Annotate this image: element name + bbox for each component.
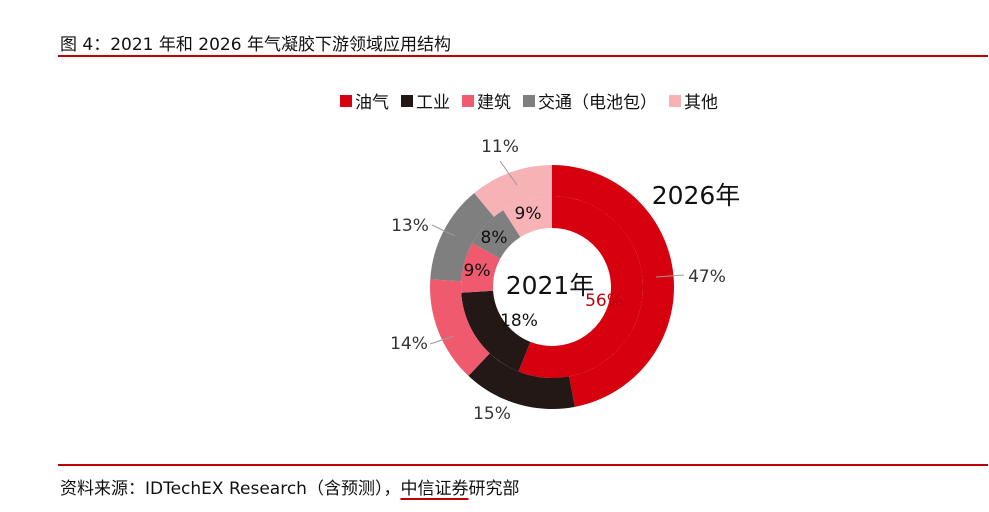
data-label-inner-industry: 18% xyxy=(500,311,538,331)
slice-outer-industry xyxy=(468,353,575,410)
inner-ring-label: 2021年 xyxy=(506,271,595,300)
legend-item-construction: 建筑 xyxy=(462,88,511,113)
legend-label-transport: 交通（电池包） xyxy=(538,93,657,113)
slice-inner-oil-gas xyxy=(518,196,644,378)
slice-outer-transport xyxy=(430,192,494,282)
data-label-outer-industry: 15% xyxy=(473,404,511,424)
legend-item-industry: 工业 xyxy=(401,88,450,113)
leader-line-oil-gas xyxy=(655,274,685,278)
legend-label-oil-gas: 油气 xyxy=(355,93,389,113)
outer-ring-label: 2026年 xyxy=(652,181,741,210)
slice-inner-transport xyxy=(472,210,521,259)
legend-swatch-other xyxy=(669,94,681,107)
figure-title: 图 4：2021 年和 2026 年气凝胶下游领域应用结构 xyxy=(60,35,451,55)
data-label-inner-transport: 8% xyxy=(481,228,508,248)
legend-swatch-transport xyxy=(523,94,535,107)
legend-swatch-oil-gas xyxy=(340,94,352,107)
source-note: 资料来源：IDTechEX Research（含预测），中信证券研究部 xyxy=(60,474,519,499)
chart-legend: 油气 工业 建筑 交通（电池包） 其他 xyxy=(340,88,730,113)
data-label-outer-transport: 13% xyxy=(391,216,429,236)
legend-label-other: 其他 xyxy=(684,93,718,113)
source-brand: 中信证券 xyxy=(400,479,469,499)
data-label-outer-oil-gas: 47% xyxy=(688,267,726,287)
slice-inner-industry xyxy=(461,290,531,372)
source-prefix: 资料来源：IDTechEX Research（含预测）， xyxy=(60,479,401,499)
legend-swatch-construction xyxy=(462,94,474,107)
source-divider xyxy=(58,464,988,466)
leader-line-other xyxy=(499,160,518,186)
data-label-inner-construction: 9% xyxy=(464,261,491,281)
source-suffix: 研究部 xyxy=(468,479,520,499)
slice-inner-construction xyxy=(460,243,501,293)
data-label-inner-oil-gas: 56% xyxy=(585,291,623,311)
slice-outer-oil-gas xyxy=(552,165,674,407)
legend-swatch-industry xyxy=(401,94,413,107)
legend-item-oil-gas: 油气 xyxy=(340,88,389,113)
legend-label-construction: 建筑 xyxy=(477,93,511,113)
data-label-inner-other: 9% xyxy=(515,204,542,224)
data-label-outer-other: 11% xyxy=(481,137,519,157)
leader-line-construction xyxy=(429,335,455,345)
legend-item-other: 其他 xyxy=(669,88,718,113)
slice-outer-construction xyxy=(430,279,490,376)
legend-label-industry: 工业 xyxy=(416,93,450,113)
data-label-outer-construction: 14% xyxy=(390,334,428,354)
leader-line-transport xyxy=(431,224,456,237)
legend-item-transport: 交通（电池包） xyxy=(523,88,657,113)
title-divider xyxy=(58,55,988,57)
slice-outer-other xyxy=(474,165,552,217)
slice-inner-other xyxy=(503,196,552,238)
